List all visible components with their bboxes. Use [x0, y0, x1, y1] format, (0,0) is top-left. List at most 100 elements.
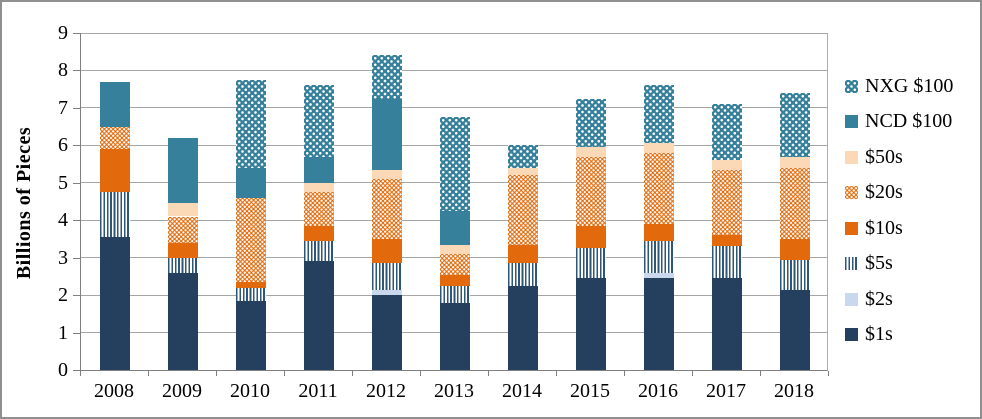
stacked-bar-2017 — [712, 33, 742, 370]
bar-slot-2009 — [149, 33, 217, 370]
segment-2013-1s — [440, 302, 470, 370]
plot-area — [80, 32, 829, 371]
x-tick-label-2012: 2012 — [366, 380, 406, 402]
segment-2017-10s — [712, 235, 742, 247]
x-tick-label-2011: 2011 — [298, 380, 338, 402]
y-tick-6 — [73, 145, 80, 147]
segment-2013-5s — [440, 285, 470, 303]
gridline-8 — [81, 69, 827, 71]
y-tick-label-2: 2 — [58, 284, 68, 307]
segment-2015-5s — [576, 248, 606, 279]
gridline-9 — [81, 32, 827, 34]
segment-2011-5s — [304, 240, 334, 262]
segment-2009-10s — [168, 242, 198, 258]
y-tick-label-6: 6 — [58, 134, 68, 157]
segment-2012-20s — [372, 179, 402, 239]
segment-2009-1s — [168, 272, 198, 370]
segment-2010-20s — [236, 197, 266, 283]
stacked-bar-2018 — [780, 33, 810, 370]
y-tick-0 — [73, 370, 80, 371]
segment-2018-5s — [780, 259, 810, 290]
y-tick-3 — [73, 257, 80, 259]
y-tick-9 — [73, 33, 80, 34]
x-tick-4 — [352, 371, 353, 376]
segment-2008-1s — [100, 237, 130, 370]
stacked-bar-2008 — [100, 33, 130, 370]
segment-2010-5s — [236, 287, 266, 301]
y-tick-label-9: 9 — [58, 22, 68, 44]
segment-2008-ncd100 — [100, 81, 130, 127]
y-tick-2 — [73, 295, 80, 297]
segment-2015-nxg100 — [576, 98, 606, 148]
x-tick-label-2010: 2010 — [230, 380, 270, 402]
stacked-bar-2013 — [440, 33, 470, 370]
y-tick-7 — [73, 107, 80, 109]
segment-2012-nxg100 — [372, 55, 402, 99]
segment-2013-50s — [440, 244, 470, 254]
segment-2009-5s — [168, 257, 198, 273]
legend-item-50s: $50s — [845, 145, 953, 169]
segment-2016-10s — [644, 223, 674, 241]
segment-2011-1s — [304, 261, 334, 370]
y-tick-label-1: 1 — [58, 321, 68, 344]
x-tick-label-2013: 2013 — [434, 380, 474, 402]
segment-2014-nxg100 — [508, 145, 538, 168]
segment-2009-50s — [168, 203, 198, 217]
segment-2014-5s — [508, 263, 538, 286]
legend-swatch-icon — [845, 186, 858, 199]
segment-2014-1s — [508, 285, 538, 370]
legend-label: $2s — [865, 287, 893, 310]
segment-2018-10s — [780, 238, 810, 260]
x-tick-10 — [760, 371, 761, 376]
x-tick-label-2017: 2017 — [706, 380, 746, 402]
x-tick-label-2008: 2008 — [94, 380, 134, 402]
bar-slot-2011 — [285, 33, 353, 370]
legend-item-5s: $5s — [845, 252, 953, 276]
segment-2013-20s — [440, 253, 470, 275]
bar-slot-2010 — [217, 33, 285, 370]
bar-slot-2013 — [421, 33, 489, 370]
bar-slot-2014 — [489, 33, 557, 370]
segment-2015-1s — [576, 278, 606, 370]
segment-2010-ncd100 — [236, 167, 266, 198]
x-tick-1 — [148, 371, 149, 376]
segment-2009-ncd100 — [168, 137, 198, 204]
legend-label: $5s — [865, 252, 893, 274]
x-tick-8 — [624, 371, 625, 376]
segment-2012-5s — [372, 263, 402, 290]
y-tick-label-5: 5 — [58, 171, 68, 194]
segment-2017-nxg100 — [712, 104, 742, 161]
segment-2012-ncd100 — [372, 98, 402, 170]
segment-2012-10s — [372, 238, 402, 264]
segment-2008-5s — [100, 192, 130, 238]
legend-item-10s: $10s — [845, 216, 953, 240]
stacked-bar-2010 — [236, 33, 266, 370]
segment-2018-1s — [780, 289, 810, 370]
stacked-bar-2012 — [372, 33, 402, 370]
segment-2014-10s — [508, 244, 538, 264]
stacked-bar-2016 — [644, 33, 674, 370]
segment-2009-20s — [168, 216, 198, 243]
segment-2015-20s — [576, 156, 606, 226]
y-tick-label-0: 0 — [58, 359, 68, 381]
bar-slot-2012 — [353, 33, 421, 370]
legend-swatch-icon — [845, 150, 858, 164]
segment-2011-nxg100 — [304, 85, 334, 157]
bar-slot-2018 — [761, 33, 829, 370]
legend-swatch-icon — [845, 221, 858, 235]
legend-label: NCD $100 — [865, 110, 953, 132]
y-tick-label-8: 8 — [58, 59, 68, 82]
y-tick-label-7: 7 — [58, 96, 68, 119]
segment-2016-2s — [644, 272, 674, 279]
legend-item-1s: $1s — [845, 323, 953, 347]
legend-label: $50s — [865, 145, 903, 168]
segment-2018-50s — [780, 156, 810, 168]
segment-2010-1s — [236, 300, 266, 370]
stacked-bar-2011 — [304, 33, 334, 370]
y-tick-8 — [73, 70, 80, 72]
legend-swatch-icon — [845, 115, 858, 128]
legend-swatch-icon — [845, 292, 858, 306]
y-tick-4 — [73, 220, 80, 222]
stacked-bar-2015 — [576, 33, 606, 370]
x-tick-0 — [80, 371, 81, 376]
